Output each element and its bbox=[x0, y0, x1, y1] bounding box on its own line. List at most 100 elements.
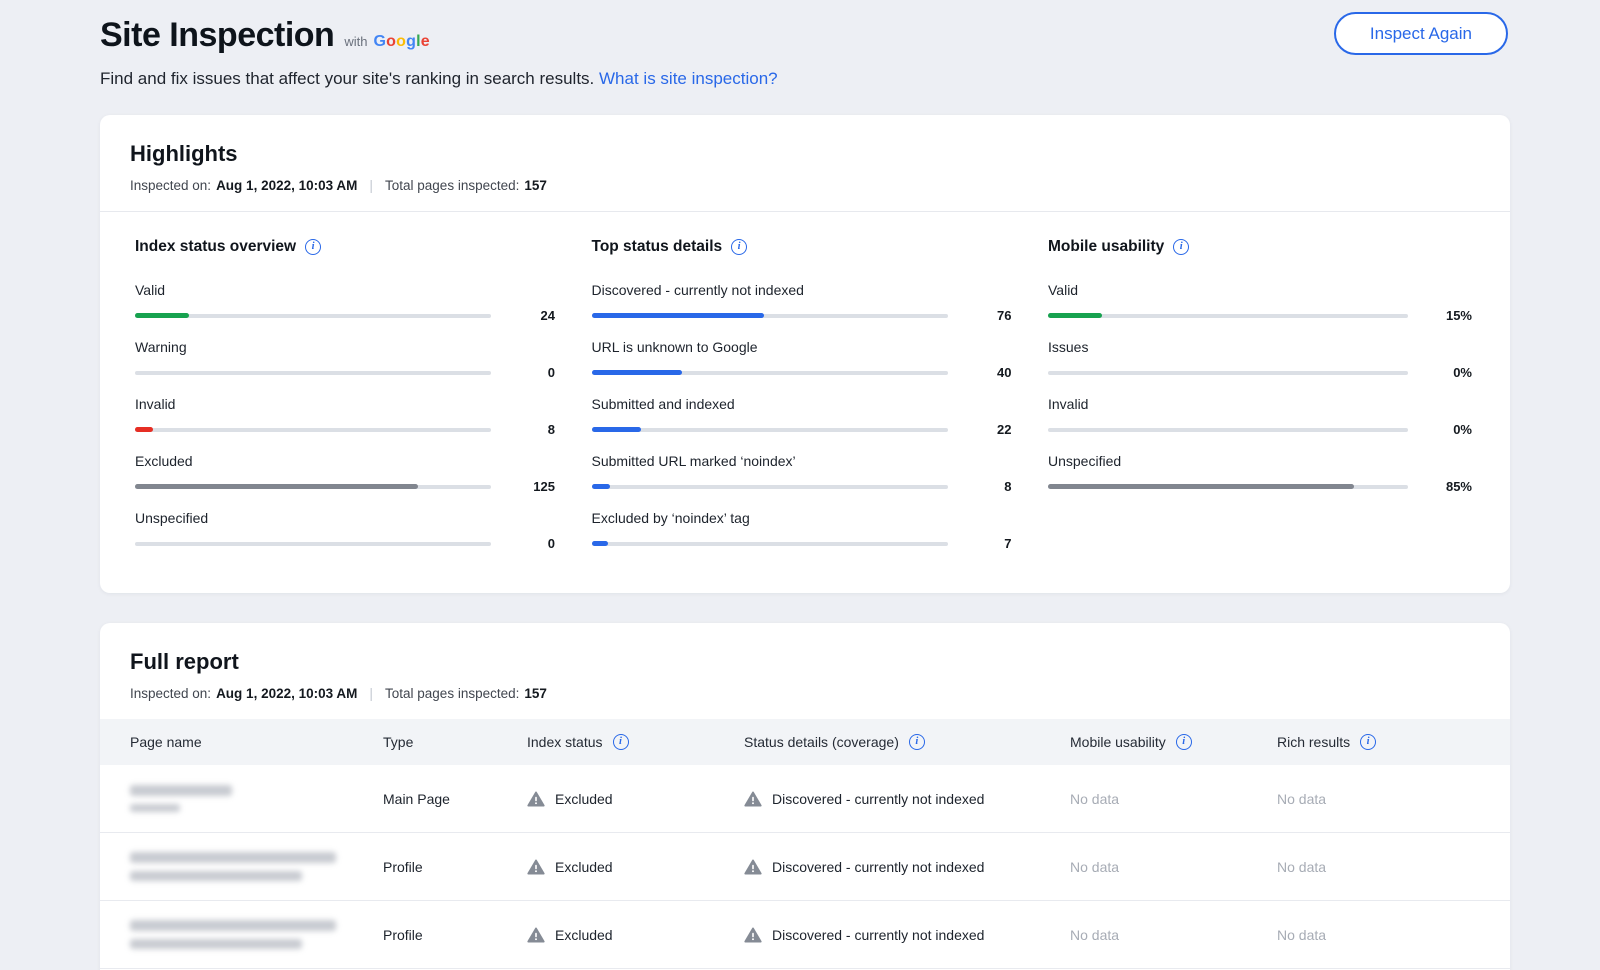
bar-fill bbox=[591, 313, 764, 318]
bar-label: Submitted URL marked ‘noindex’ bbox=[591, 453, 796, 469]
card-divider bbox=[100, 211, 1510, 212]
status-details-text: Discovered - currently not indexed bbox=[772, 790, 985, 807]
page-name-cell bbox=[130, 920, 383, 949]
redacted-page-name bbox=[130, 785, 232, 812]
info-icon[interactable]: i bbox=[1360, 734, 1377, 750]
column-label: Mobile usability bbox=[1070, 734, 1166, 750]
bar-value: 0% bbox=[1453, 422, 1472, 437]
bar-value: 0% bbox=[1453, 365, 1472, 380]
rich-results-value: No data bbox=[1277, 790, 1327, 807]
inspected-on-label: Inspected on: bbox=[130, 685, 212, 701]
bar-label: Issues bbox=[1048, 339, 1089, 355]
report-table-header: Page name Type Index status i Status det… bbox=[100, 719, 1510, 765]
bar-fill bbox=[591, 541, 608, 546]
google-letter: G bbox=[373, 33, 387, 50]
bar-label: Unspecified bbox=[135, 510, 209, 526]
page-type: Profile bbox=[383, 926, 423, 943]
bar-item: Submitted URL marked ‘noindex’ 8 bbox=[591, 453, 1012, 494]
bar-fill bbox=[1048, 313, 1102, 318]
bar-value: 24 bbox=[540, 308, 555, 323]
mobile-usability-chart: Mobile usability i Valid 15% Issues 0% I… bbox=[1048, 238, 1472, 551]
bar-value: 85% bbox=[1445, 479, 1472, 494]
info-icon[interactable]: i bbox=[305, 239, 322, 255]
bar-item: Excluded by ‘noindex’ tag 7 bbox=[591, 510, 1012, 551]
warning-icon bbox=[527, 926, 545, 944]
column-header-type: Type bbox=[383, 734, 527, 750]
google-letter: o bbox=[396, 33, 407, 50]
bar-value: 7 bbox=[1004, 536, 1012, 551]
total-pages-value: 157 bbox=[524, 685, 547, 701]
info-icon[interactable]: i bbox=[1173, 239, 1190, 255]
google-letter: o bbox=[386, 33, 397, 50]
bar-track bbox=[591, 313, 948, 318]
column-header-index-status: Index status i bbox=[527, 734, 744, 750]
google-letter: e bbox=[420, 33, 430, 50]
index-status-cell: Excluded bbox=[527, 858, 744, 876]
full-report-card: Full report Inspected on: Aug 1, 2022, 1… bbox=[100, 623, 1510, 970]
subtitle-text: Find and fix issues that affect your sit… bbox=[100, 69, 595, 88]
column-header-page-name: Page name bbox=[130, 734, 383, 750]
status-details-text: Discovered - currently not indexed bbox=[772, 858, 985, 875]
bar-value: 15% bbox=[1445, 308, 1472, 323]
warning-icon bbox=[744, 790, 762, 808]
bar-label: Invalid bbox=[135, 396, 176, 412]
bar-value: 76 bbox=[997, 308, 1012, 323]
chart-title-text: Mobile usability bbox=[1048, 238, 1165, 255]
bar-value: 8 bbox=[1004, 479, 1012, 494]
status-details-cell: Discovered - currently not indexed bbox=[744, 790, 1070, 808]
highlights-card-head: Highlights Inspected on: Aug 1, 2022, 10… bbox=[100, 115, 1510, 211]
index-status-text: Excluded bbox=[555, 926, 613, 943]
column-label: Page name bbox=[130, 734, 202, 750]
index-status-cell: Excluded bbox=[527, 790, 744, 808]
google-logo: Google bbox=[373, 33, 429, 51]
inspected-on-value: Aug 1, 2022, 10:03 AM bbox=[216, 177, 358, 193]
bar-value: 0 bbox=[547, 365, 555, 380]
what-is-site-inspection-link[interactable]: What is site inspection? bbox=[599, 69, 778, 88]
inspect-again-button[interactable]: Inspect Again bbox=[1333, 12, 1508, 55]
page-type: Profile bbox=[383, 858, 423, 875]
info-icon[interactable]: i bbox=[1175, 734, 1192, 750]
page-header: Site Inspection with Google Find and fix… bbox=[0, 0, 1600, 89]
bar-track bbox=[135, 427, 491, 432]
google-letter: l bbox=[416, 33, 421, 50]
table-row: Main Page Excluded Discovered - currentl… bbox=[100, 765, 1510, 833]
warning-icon bbox=[527, 858, 545, 876]
page-subtitle: Find and fix issues that affect your sit… bbox=[100, 69, 1510, 89]
column-header-mobile-usability: Mobile usability i bbox=[1070, 734, 1277, 750]
bar-fill bbox=[591, 370, 683, 375]
bar-item: Valid 24 bbox=[135, 282, 555, 323]
bar-item: Excluded 125 bbox=[135, 453, 555, 494]
info-icon[interactable]: i bbox=[731, 239, 748, 255]
mobile-usability-value: No data bbox=[1070, 790, 1120, 807]
bar-value: 40 bbox=[997, 365, 1012, 380]
bar-track bbox=[591, 484, 948, 489]
bar-item: Warning 0 bbox=[135, 339, 555, 380]
bar-item: Issues 0% bbox=[1048, 339, 1472, 380]
bar-label: Invalid bbox=[1048, 396, 1089, 412]
redacted-page-name bbox=[130, 920, 336, 949]
bar-fill bbox=[591, 427, 642, 432]
bar-label: Discovered - currently not indexed bbox=[591, 282, 804, 298]
bar-track bbox=[1048, 313, 1408, 318]
mobile-usability-value: No data bbox=[1070, 858, 1120, 875]
bar-fill bbox=[1048, 484, 1354, 489]
table-row: Profile Excluded Discovered - currently … bbox=[100, 833, 1510, 901]
bar-item: Submitted and indexed 22 bbox=[591, 396, 1012, 437]
highlights-title: Highlights bbox=[130, 141, 238, 166]
total-pages-value: 157 bbox=[524, 177, 547, 193]
bar-label: Valid bbox=[135, 282, 166, 298]
mobile-usability-chart-title: Mobile usability i bbox=[1048, 238, 1472, 256]
with-label: with bbox=[344, 34, 368, 49]
info-icon[interactable]: i bbox=[612, 734, 629, 750]
rich-results-value: No data bbox=[1277, 926, 1327, 943]
bar-label: Warning bbox=[135, 339, 187, 355]
index-status-chart-title: Index status overview i bbox=[135, 238, 555, 256]
bar-track bbox=[591, 427, 948, 432]
info-icon[interactable]: i bbox=[908, 734, 925, 750]
full-report-card-head: Full report Inspected on: Aug 1, 2022, 1… bbox=[100, 623, 1510, 719]
index-status-text: Excluded bbox=[555, 790, 613, 807]
column-header-rich-results: Rich results i bbox=[1277, 734, 1480, 750]
column-label: Type bbox=[383, 734, 414, 750]
index-status-chart: Index status overview i Valid 24 Warning… bbox=[135, 238, 555, 551]
bar-item: Invalid 8 bbox=[135, 396, 555, 437]
